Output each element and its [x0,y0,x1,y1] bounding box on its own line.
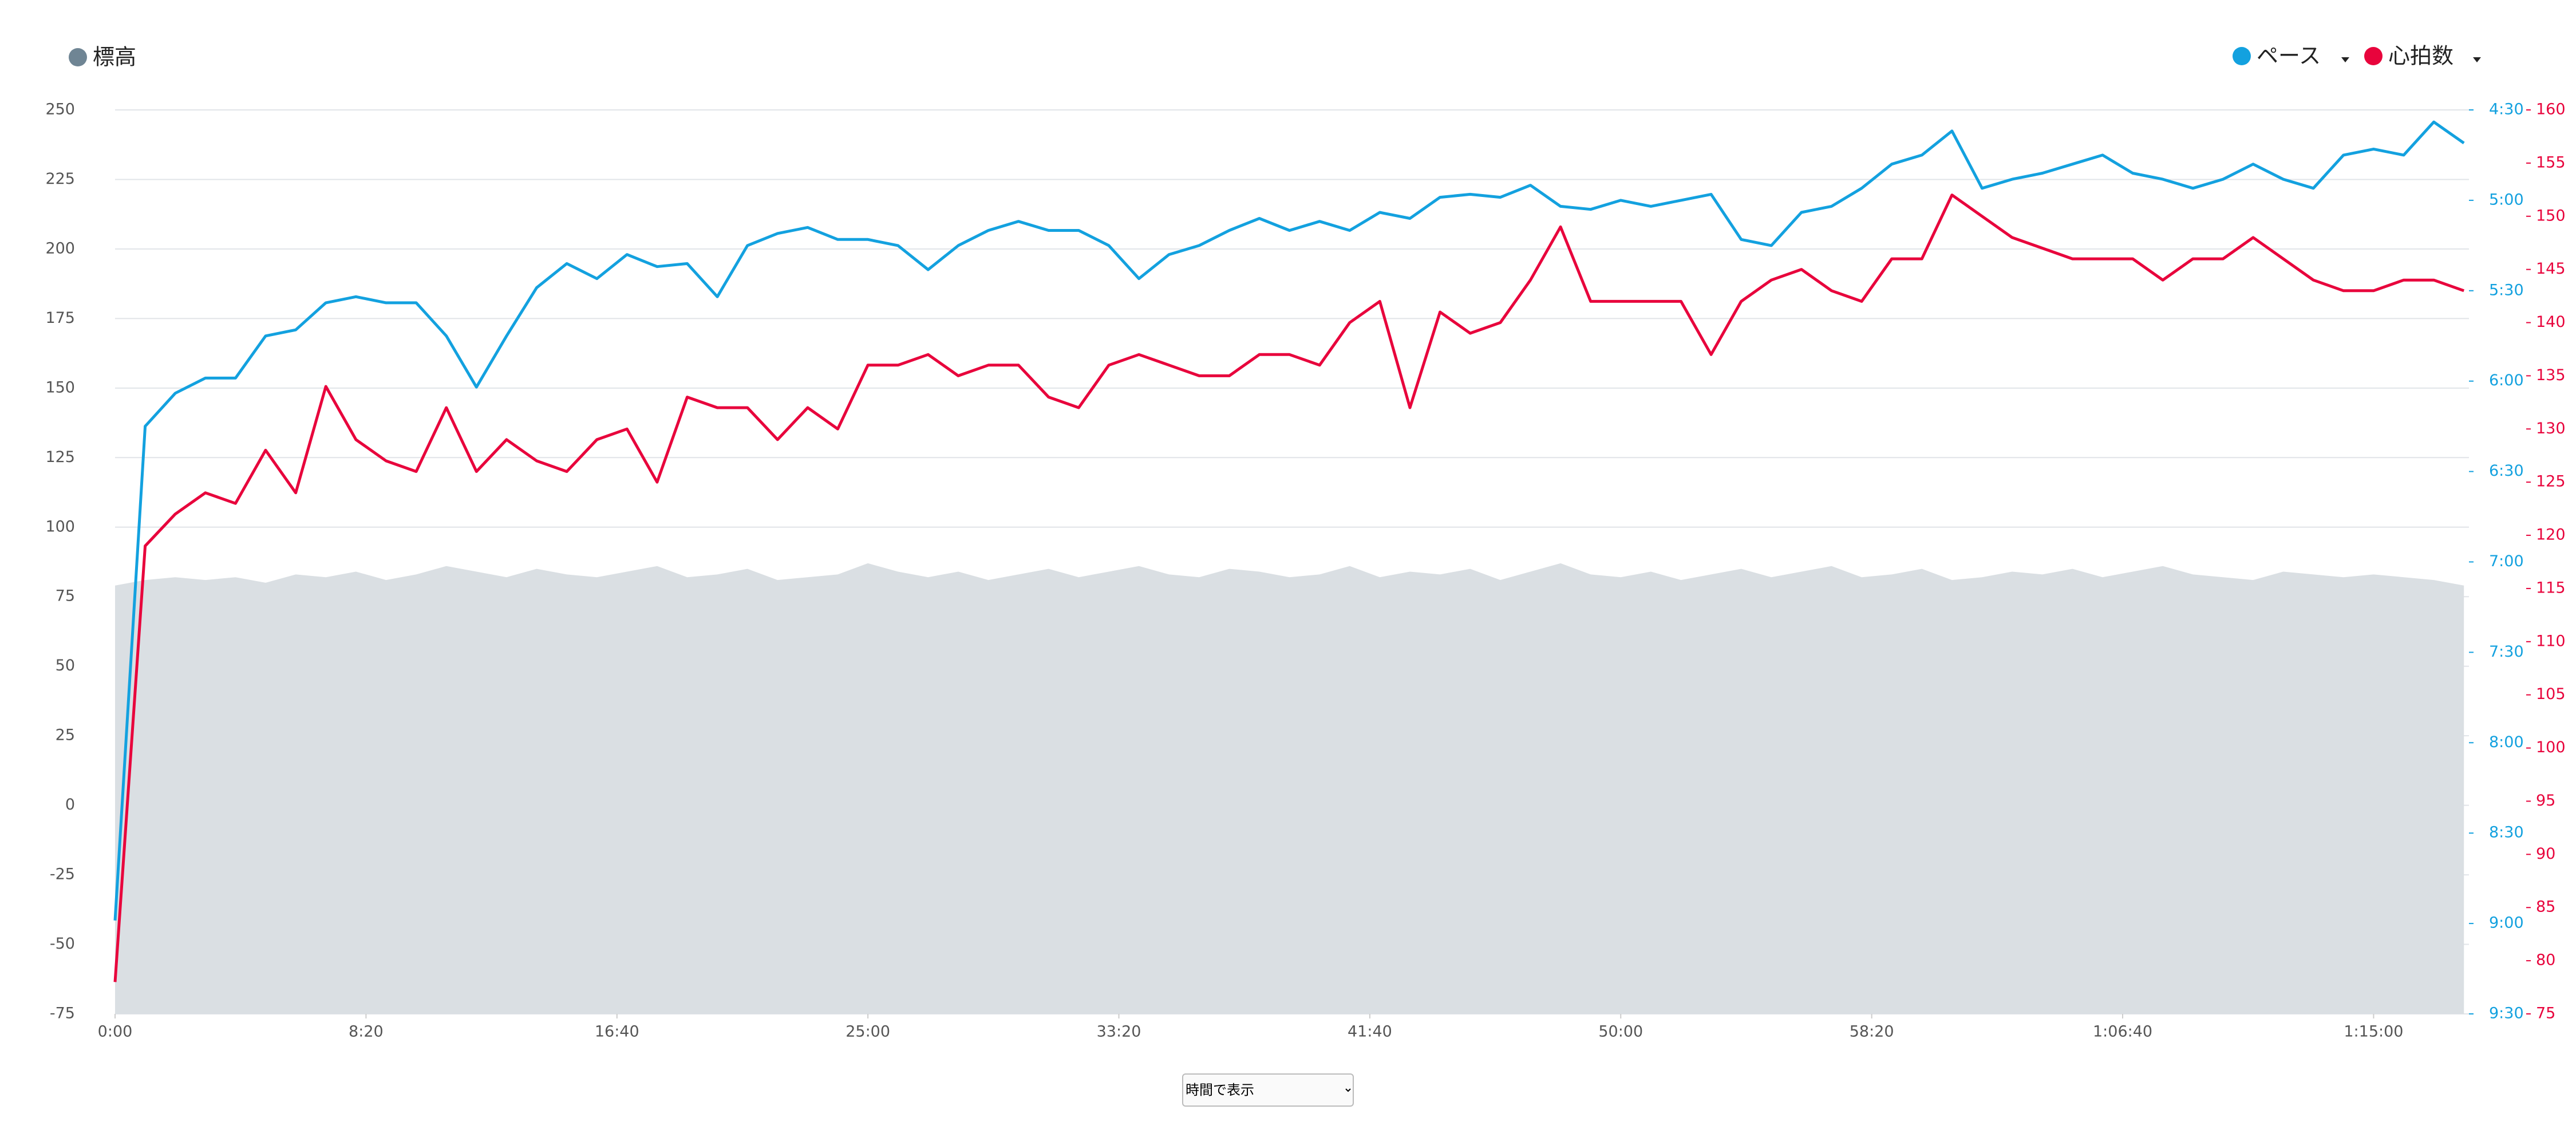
y-tick-label: 150 [45,378,75,396]
y2-tick-label: 4:30 [2489,101,2524,119]
series-line [113,120,2465,921]
y3-tick-label: 120 [2536,526,2566,544]
y3-tick-label: 130 [2536,420,2566,437]
y-tick-label: 125 [45,448,75,466]
legend-dropdown-arrow [2473,57,2481,62]
x-tick-label: 25:00 [846,1023,890,1041]
y3-tick-label: 95 [2536,792,2555,810]
y2-tick-label: 9:00 [2489,914,2524,932]
y3-tick-label: 75 [2536,1005,2555,1022]
legend-dropdown-arrow [2341,57,2349,62]
y-tick-label: 100 [45,518,75,535]
legend-label[interactable]: 心拍数 [2388,44,2453,69]
y3-tick-label: 155 [2536,153,2566,171]
legend-label: 標高 [93,45,136,70]
y3-tick-label: 125 [2536,473,2566,491]
y3-tick-label: 90 [2536,845,2555,863]
y2-tick-label: 9:30 [2489,1005,2524,1022]
y-tick-label: -25 [50,866,75,883]
x-tick-label: 16:40 [595,1023,639,1041]
legend-label[interactable]: ペース [2257,44,2321,69]
y2-tick-label: 8:00 [2489,733,2524,751]
y-tick-label: 175 [45,309,75,327]
y2-tick-label: 6:00 [2489,372,2524,389]
legend-marker [69,48,87,66]
y2-tick-label: 6:30 [2489,462,2524,480]
legend-marker [2233,47,2251,65]
x-tick-label: 8:20 [349,1023,384,1041]
legend-marker [2364,47,2383,65]
y3-tick-label: 100 [2536,739,2566,756]
y2-tick-label: 7:00 [2489,552,2524,570]
y3-tick-label: 85 [2536,898,2555,916]
y2-tick-label: 5:30 [2489,281,2524,299]
y-tick-label: 225 [45,170,75,188]
y-tick-label: -50 [50,935,75,953]
series-line [113,194,2465,982]
y-tick-label: 75 [56,587,75,605]
elevation-area [115,563,2464,1014]
x-tick-label: 1:06:40 [2093,1023,2152,1041]
x-tick-label: 50:00 [1598,1023,1643,1041]
y3-tick-label: 150 [2536,207,2566,224]
y3-tick-label: 105 [2536,685,2566,703]
y-tick-label: 0 [65,796,75,814]
view-select[interactable]: 時間で表示 [1182,1073,1354,1107]
x-tick-label: 41:40 [1348,1023,1392,1041]
y2-tick-label: 5:00 [2489,191,2524,208]
x-tick-label: 1:15:00 [2344,1023,2403,1041]
y-tick-label: 25 [56,727,75,744]
y3-tick-label: 110 [2536,632,2566,650]
y-tick-label: 50 [56,657,75,674]
y3-tick-label: 160 [2536,101,2566,119]
x-tick-label: 58:20 [1850,1023,1894,1041]
y-tick-label: 250 [45,101,75,119]
y3-tick-label: 145 [2536,260,2566,278]
y3-tick-label: 135 [2536,366,2566,384]
x-tick-label: 33:20 [1097,1023,1141,1041]
y-tick-label: 200 [45,239,75,257]
y3-tick-label: 115 [2536,579,2566,597]
y-tick-label: -75 [50,1005,75,1022]
y2-tick-label: 8:30 [2489,824,2524,842]
y3-tick-label: 140 [2536,313,2566,331]
x-tick-label: 0:00 [98,1023,133,1041]
y3-tick-label: 80 [2536,951,2555,969]
y2-tick-label: 7:30 [2489,643,2524,661]
